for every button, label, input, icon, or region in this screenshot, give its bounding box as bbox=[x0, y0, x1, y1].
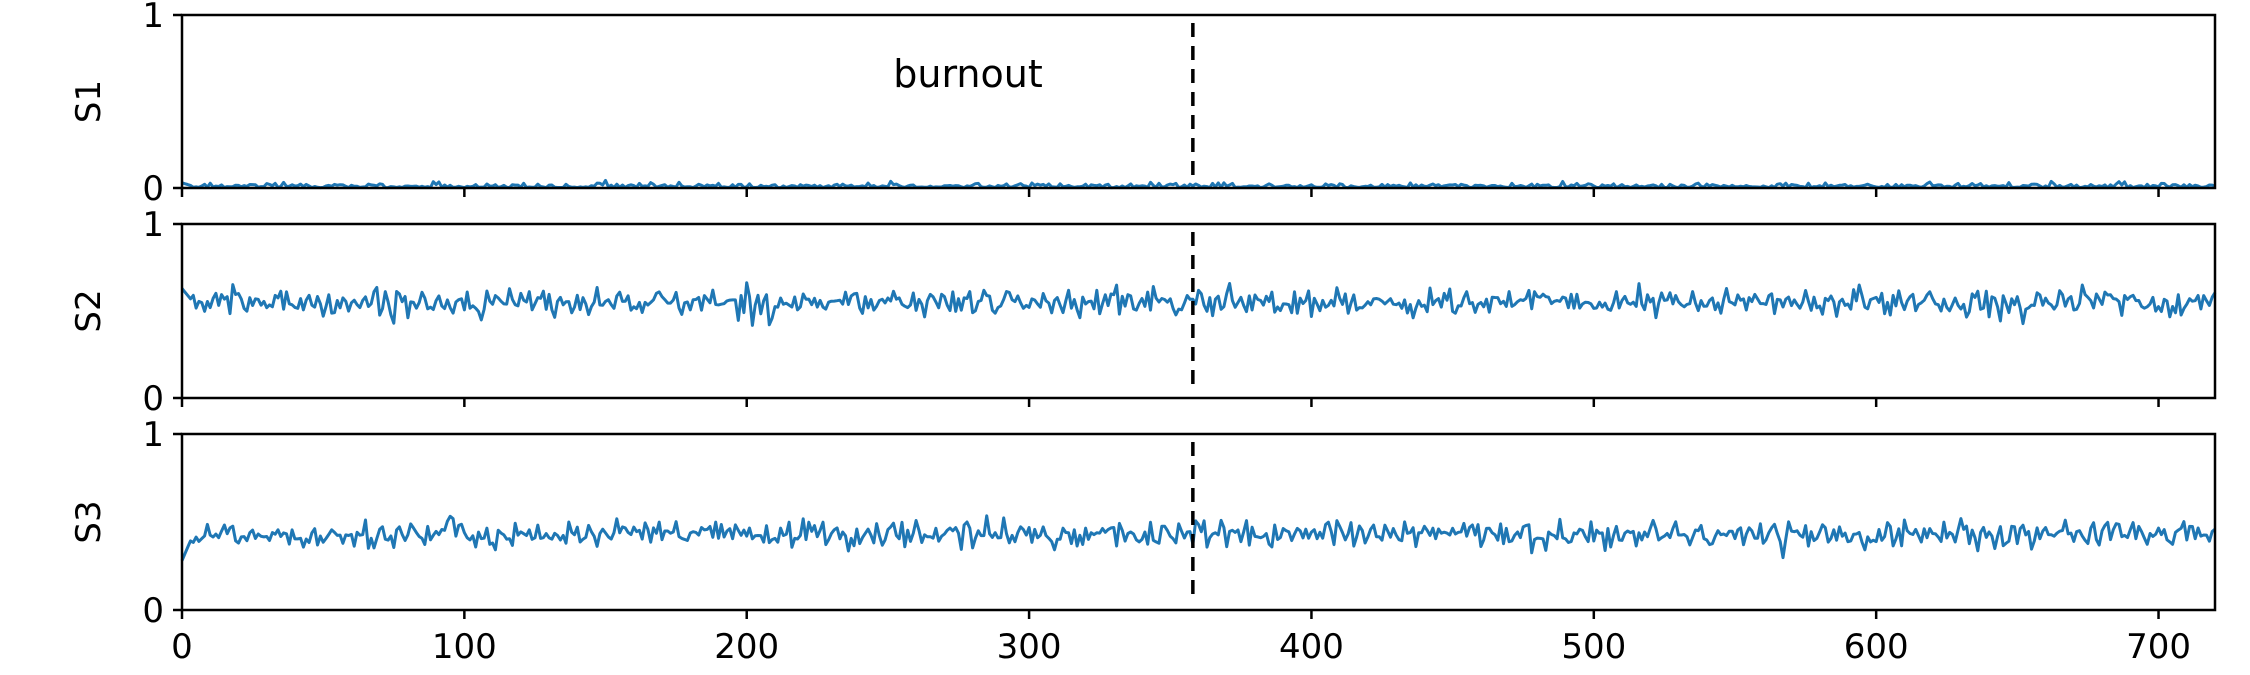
x-tick-label: 400 bbox=[1279, 627, 1344, 667]
panel-s3: 0 1 S3 bbox=[69, 415, 2217, 631]
y-tick-label: 1 bbox=[142, 0, 164, 36]
x-tick-label: 200 bbox=[714, 627, 779, 667]
series-line-s1 bbox=[181, 178, 2216, 190]
x-tick-label: 300 bbox=[997, 627, 1062, 667]
panel-s1: 0 1 S1 burnout bbox=[69, 0, 2217, 209]
x-tick-label: 100 bbox=[432, 627, 497, 667]
x-tick-label: 0 bbox=[171, 627, 193, 667]
panel-frame bbox=[180, 432, 2217, 612]
x-tick-label: 700 bbox=[2126, 627, 2191, 667]
x-tick-label: 600 bbox=[1844, 627, 1909, 667]
y-tick-label: 1 bbox=[142, 205, 164, 245]
y-tick-label: 1 bbox=[142, 415, 164, 455]
y-tick-label: 0 bbox=[142, 169, 164, 209]
x-axis: 0 100 200 300 400 500 600 700 bbox=[171, 627, 2191, 667]
y-tick-label: 0 bbox=[142, 379, 164, 419]
y-tick-label: 0 bbox=[142, 591, 164, 631]
x-tick-label: 500 bbox=[1561, 627, 1626, 667]
y-axis-label-s3: S3 bbox=[69, 500, 109, 543]
panel-frame bbox=[180, 13, 2217, 190]
panel-s2: 0 1 S2 bbox=[69, 205, 2217, 419]
y-axis-label-s1: S1 bbox=[69, 80, 109, 123]
burnout-annotation: burnout bbox=[893, 52, 1042, 96]
y-axis-label-s2: S2 bbox=[69, 289, 109, 332]
series-line-s3 bbox=[180, 514, 2216, 562]
panel-frame bbox=[180, 222, 2217, 400]
series-line-s2 bbox=[180, 281, 2217, 327]
